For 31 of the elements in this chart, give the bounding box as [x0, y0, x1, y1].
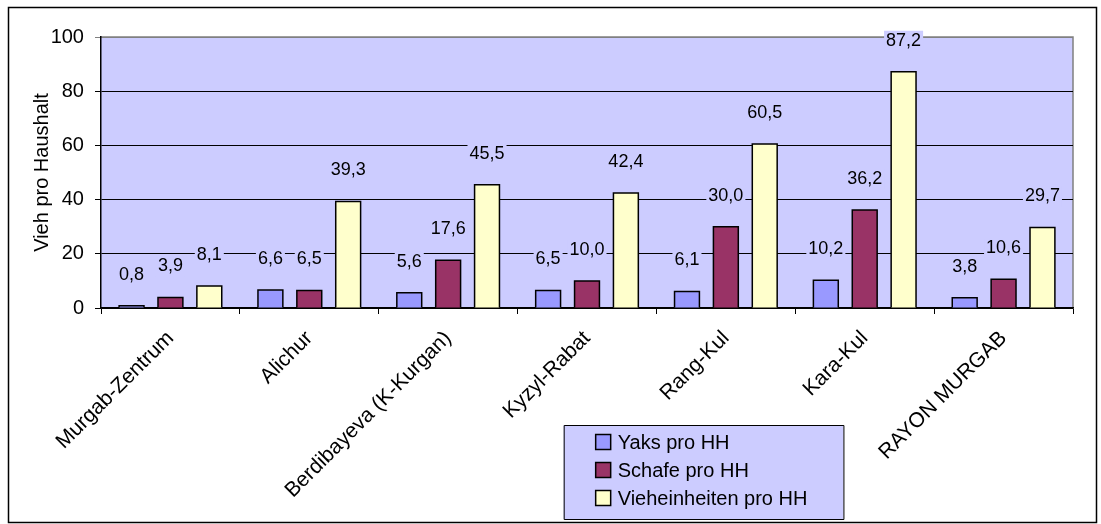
- data-label: 6,6: [257, 248, 283, 269]
- data-label: 39,3: [330, 159, 366, 180]
- data-label: 17,6: [430, 218, 466, 239]
- data-label: 0,8: [119, 263, 145, 284]
- y-tick-label: 40: [61, 187, 84, 210]
- data-label: 30,0: [708, 184, 744, 205]
- data-label: 10,0: [569, 238, 605, 259]
- y-tick-label: 80: [61, 78, 84, 101]
- data-label: 6,5: [296, 248, 322, 269]
- y-tick-label: 100: [50, 24, 84, 47]
- y-axis-title: Vieh pro Haushalt: [29, 92, 52, 252]
- data-label: 5,6: [396, 250, 422, 271]
- data-label: 29,7: [1024, 185, 1060, 206]
- data-label: 6,1: [674, 249, 700, 270]
- data-label: 3,9: [157, 255, 183, 276]
- data-label: 87,2: [886, 29, 922, 50]
- legend-label: Yaks pro HH: [617, 430, 730, 453]
- data-label: 60,5: [747, 102, 783, 123]
- data-label: 3,8: [952, 255, 978, 276]
- legend-label: Vieheinheiten pro HH: [617, 486, 808, 509]
- data-label: 10,6: [986, 237, 1022, 258]
- legend-label: Schafe pro HH: [617, 458, 749, 481]
- data-label: 45,5: [469, 142, 505, 163]
- data-label: 6,5: [535, 248, 561, 269]
- data-label: 36,2: [847, 167, 883, 188]
- y-tick-label: 0: [72, 295, 84, 318]
- y-tick-label: 60: [61, 132, 84, 155]
- data-label: 42,4: [608, 151, 644, 172]
- data-label: 10,2: [808, 238, 844, 259]
- data-label: 8,1: [196, 244, 222, 265]
- y-tick-label: 20: [61, 241, 84, 264]
